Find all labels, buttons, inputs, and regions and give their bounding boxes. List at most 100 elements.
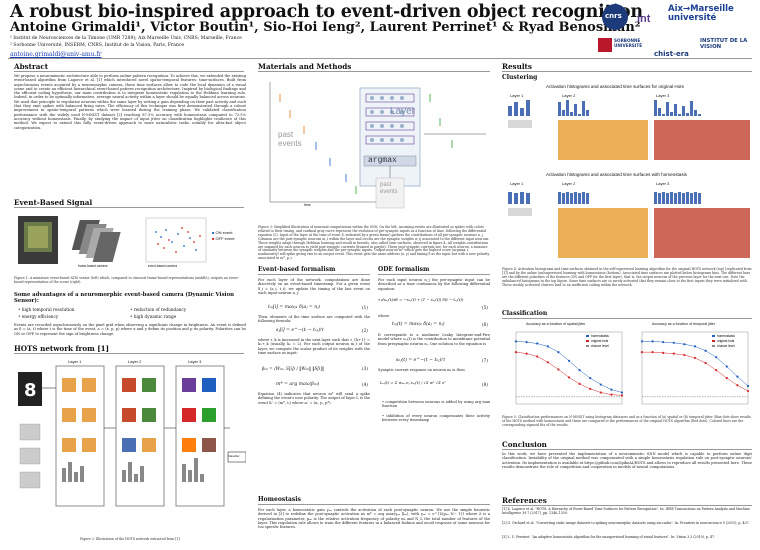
cnrs-logo-text: cnrs [605, 12, 622, 20]
data-point [725, 376, 728, 380]
ode-eq-5-number: (5) [482, 305, 488, 310]
data-point [578, 369, 581, 372]
data-point [525, 340, 528, 344]
hots-layer-1: Layer 1 [68, 359, 82, 364]
conclusion-text: In this work, we have presented the impl… [502, 452, 752, 469]
ode-bullet-1-text: competition between neurons is added by … [382, 400, 490, 409]
data-point [662, 340, 665, 344]
reference-2: [2] G. Orchard et al. "Converting static… [502, 521, 750, 525]
hist2-layer-3: Layer 3 [656, 181, 670, 186]
data-point [651, 351, 654, 354]
conclusion-rule [502, 449, 752, 450]
data-point [715, 356, 718, 359]
legend-swatch [586, 345, 589, 347]
ebf-eq-2-number: (2) [362, 328, 368, 333]
series-fit-line-0 [515, 341, 623, 393]
sorbonne-emblem [598, 38, 612, 52]
diagram-layer-label: Layer [390, 106, 416, 117]
data-point [514, 340, 518, 343]
histogram-panel-homeostasis: Activation histograms and associated tim… [506, 172, 752, 262]
sorbonne-logo: SORBONNE UNIVERSITÉ [598, 36, 642, 62]
hist2-layer-1: Layer 1 [510, 181, 524, 186]
ode-bullet-2: • inhibition of every neuron compensates… [382, 414, 490, 423]
series-fit-line-0 [642, 341, 749, 387]
data-point [599, 383, 602, 386]
data-point [525, 352, 528, 355]
figure-3: Layer argmax past events past events tim… [260, 74, 490, 224]
data-point [578, 382, 581, 385]
ebf-eq-4: m* = arg maxᵢ(βₘᵢ) [276, 382, 320, 387]
data-point [704, 361, 707, 365]
figure-1-graphic [18, 216, 207, 264]
advantage-4: • high dynamic range [130, 314, 177, 319]
events-text: Events are recorded asynchronously on th… [14, 323, 246, 336]
ode-eq-6-number: (6) [482, 322, 488, 327]
fig1-on-legend: ■ ON event [212, 230, 233, 235]
data-point [620, 391, 624, 394]
data-point [567, 359, 571, 362]
ebf-eq-1: tₙⱼ[i] = maxⱼ̵₁ δ(aⱼ = nⱼ) [268, 305, 321, 310]
hist1-layer-1: Layer 1 [510, 93, 524, 98]
homeostasis-heading: Homeostasis [258, 496, 301, 503]
classification-rule [502, 318, 752, 319]
data-point [746, 384, 750, 388]
ode-heading: ODE formalism [378, 266, 430, 273]
data-point [589, 376, 592, 380]
legend-label: original hots [591, 339, 609, 343]
fig1-off-legend: ■ OFF event [212, 236, 235, 241]
legend-swatch [712, 340, 715, 342]
hist1-graphic [508, 100, 750, 160]
ebf-eq-3: βₘᵢ = ⟨Wₘᵢ, S[i]⟩ / ‖Wₘᵢ‖ ‖S[i]‖ [262, 366, 325, 371]
ode-rule [378, 274, 490, 275]
affiliation-1: ¹ Institut de Neurosciences de la Timone… [10, 36, 242, 41]
data-point [620, 394, 624, 397]
ode-eq-5: τ dsₙⱼ(t)/dt = −sₙⱼ(t) + (1 − sₙⱼ(t)) δ(… [378, 297, 464, 302]
figure-3-caption: Figure 3: Simplified illustration of neu… [258, 225, 490, 261]
int-logo: int [636, 8, 658, 26]
data-point [514, 351, 518, 354]
clustering-heading: Clustering [502, 74, 538, 81]
legend-label: chance level [591, 344, 609, 348]
ode-bullet-1: • competition between neurons is added b… [382, 400, 490, 409]
diagram-past-events-left: past events [278, 130, 302, 148]
methods-rule [258, 71, 490, 72]
ebf-eq-4-number: (4) [362, 382, 368, 387]
ebf-eq-2: sⱼ[i] = e^−(tᵢ − tₙⱼ)/τ [276, 328, 324, 333]
data-point [589, 387, 592, 390]
ode-text-3: It corresponds to a nonlinear Leaky Inte… [378, 333, 490, 346]
homeostasis-rule [258, 504, 490, 505]
abstract-heading: Abstract [14, 62, 49, 71]
advantage-3-text: energy efficiency [21, 314, 59, 319]
chart-frame [515, 331, 623, 405]
data-point [672, 341, 675, 344]
figure-5-caption: Figure 5: Classification performances on… [502, 415, 751, 427]
figure-1-caption: Figure 1: A miniature event-based ATIS s… [14, 276, 239, 284]
sorbonne-text: SORBONNE UNIVERSITÉ [614, 38, 643, 48]
hist1-layer-2: Layer 2 [562, 93, 576, 98]
ebf-text-1: For each layer of the network, computati… [258, 278, 370, 295]
ode-eq-8: Iₘᵢ(t) = Σ wₘᵢ,nⱼ sₙⱼ(t) / √Σ w² √Σ s² [380, 380, 446, 385]
reference-3: [3] L. U. Perrinet. "An adaptive homeost… [502, 535, 716, 539]
advantage-4-text: high dynamic range [133, 314, 177, 319]
header-divider [8, 58, 752, 59]
references-rule [502, 505, 752, 506]
figure-2: 8 Layer 1 Layer 2 [16, 358, 247, 518]
data-point [683, 343, 686, 346]
results-rule [502, 71, 752, 72]
hist1-title: Activation histograms and associated tim… [546, 84, 684, 89]
ode-eq-6: tₙⱼ(t) = maxⱼ̵₁ δ(aⱼ = nⱼ) [392, 322, 445, 327]
email-link[interactable]: antoine.grimaldi@univ-amu.fr [10, 51, 102, 58]
ebf-heading: Event-based formalism [258, 266, 336, 273]
figure-2-caption: Figure 2: Illustration of the HOTS netwo… [80, 537, 181, 541]
data-point [746, 389, 750, 393]
ebf-text-2: Then, elements of the time surface are c… [258, 315, 370, 324]
data-point [610, 388, 613, 391]
fig1-on-text: ON event [215, 230, 233, 235]
ebf-rule [258, 274, 370, 275]
histogram-panel-original: Activation histograms and associated tim… [506, 84, 752, 166]
hots-heading: HOTS network from [1] [14, 344, 110, 353]
data-point [736, 375, 739, 378]
legend-label: homeostasis [591, 334, 609, 338]
event-based-heading: Event-Based Signal [14, 198, 93, 207]
chart-frame [641, 331, 749, 405]
